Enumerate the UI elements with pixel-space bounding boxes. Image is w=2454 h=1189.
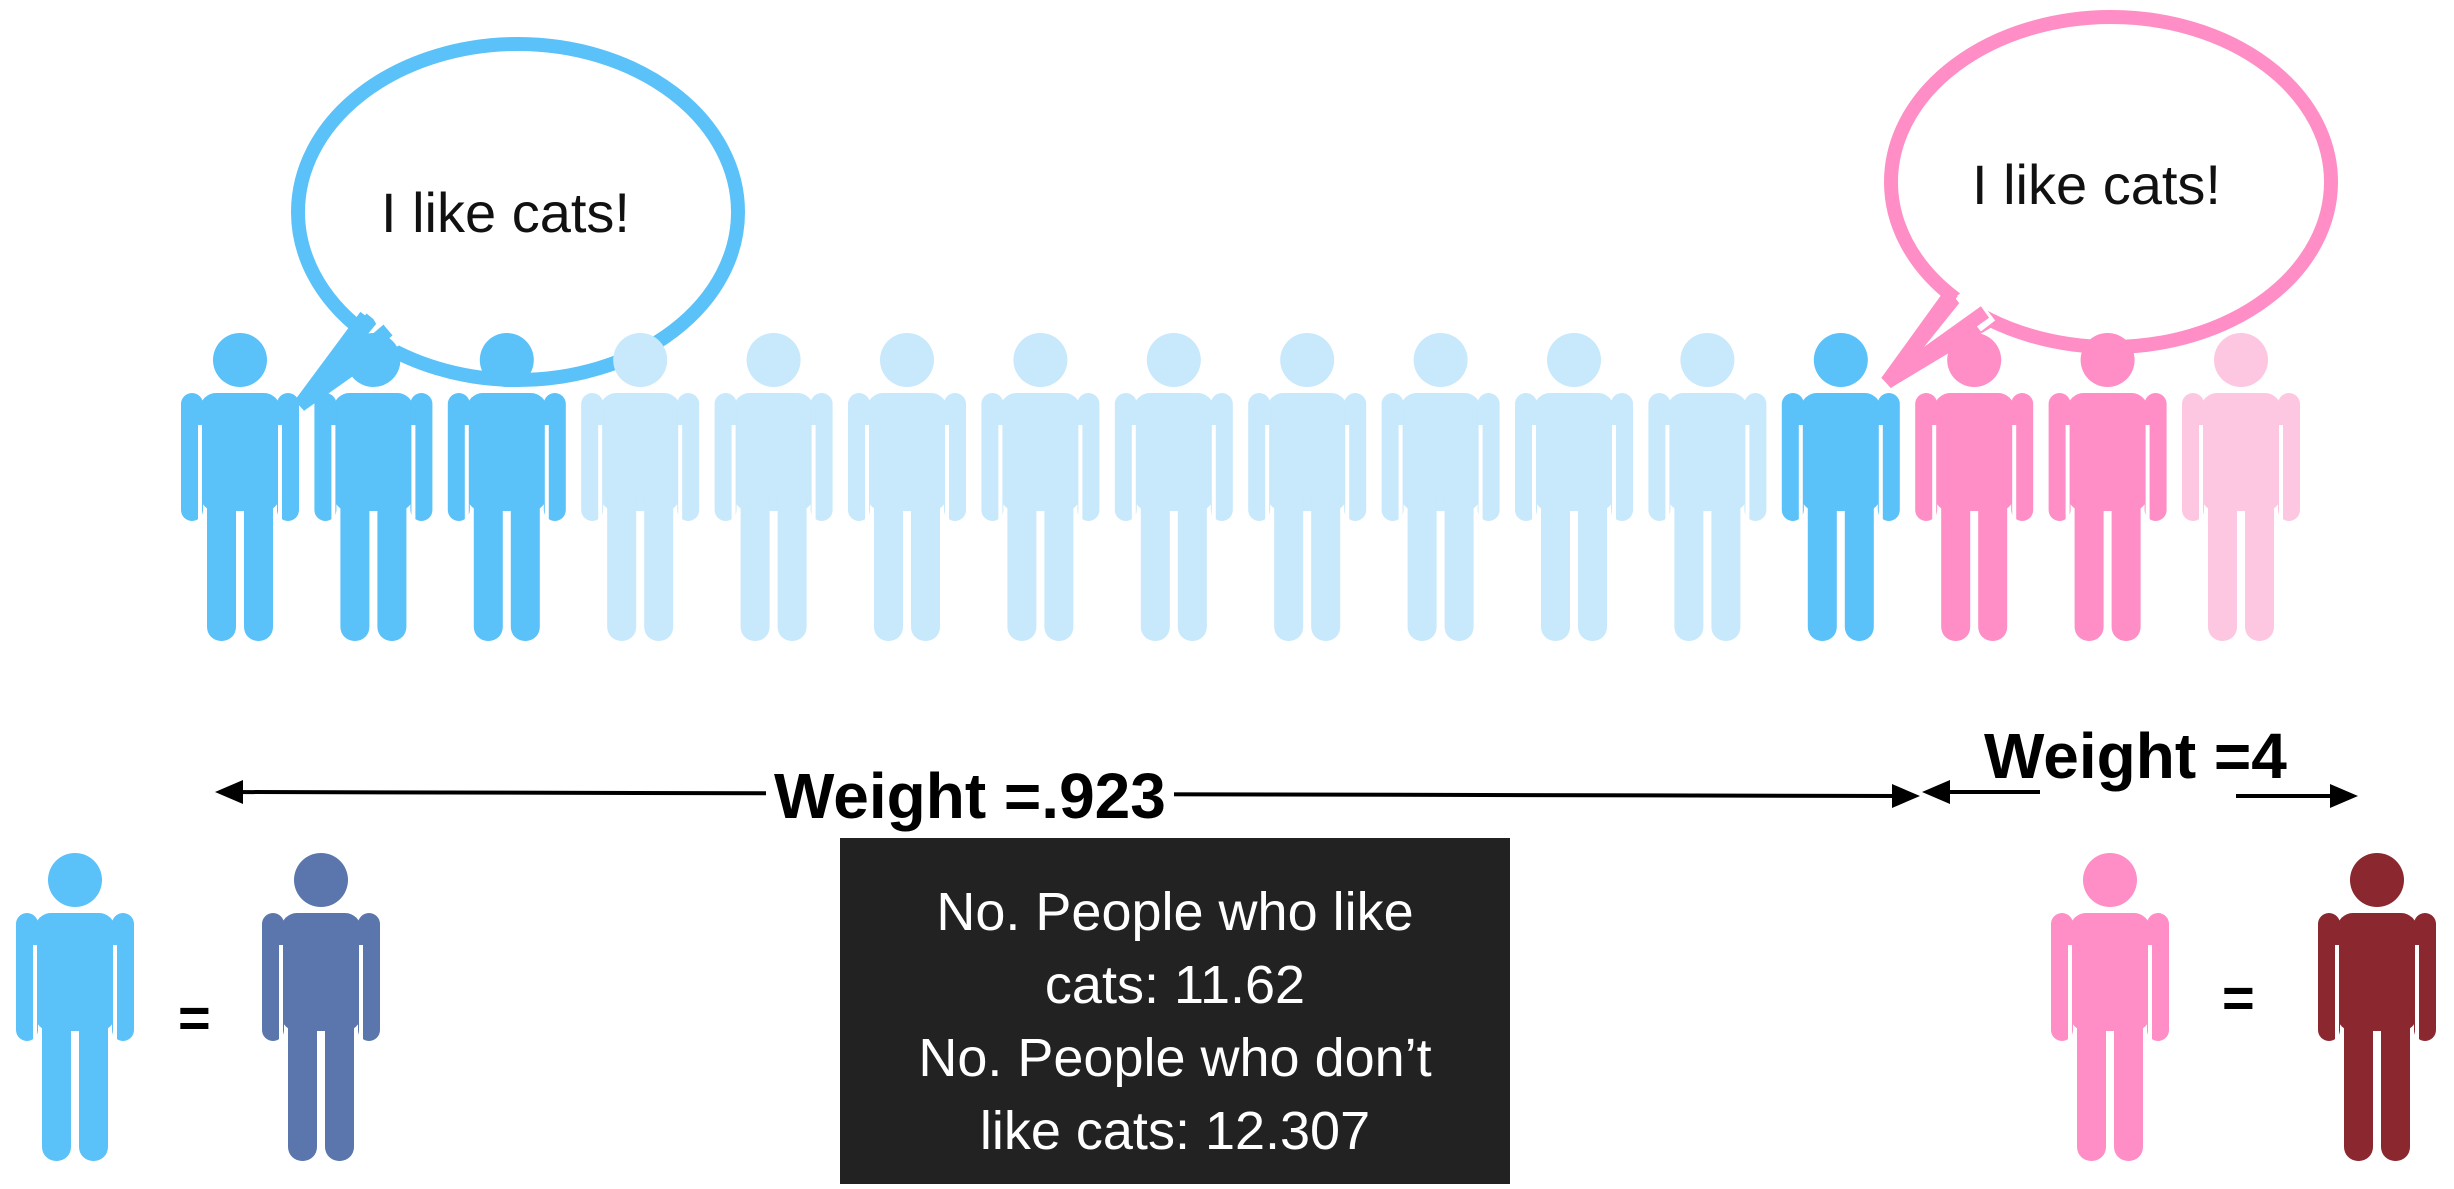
person-figure-9 bbox=[1248, 333, 1367, 641]
person-figure-1 bbox=[181, 333, 299, 641]
person-figure-5 bbox=[714, 333, 833, 641]
legend-left-equals: = bbox=[178, 986, 211, 1049]
person-figure-12 bbox=[1648, 333, 1767, 641]
legend-right-equals: = bbox=[2222, 966, 2255, 1029]
legend bbox=[16, 853, 2436, 1161]
result-box: No. People who like cats: 11.62 No. Peop… bbox=[840, 838, 1510, 1184]
person-figure-7 bbox=[981, 333, 1100, 641]
bubble-right-text: I like cats! bbox=[1972, 153, 2221, 216]
bubble-tails-overlay bbox=[294, 287, 1990, 411]
person-figure-4 bbox=[581, 333, 700, 641]
weight-right-label: Weight =4 bbox=[1976, 724, 2295, 788]
person-figure-15 bbox=[2048, 333, 2167, 641]
legend-person-maroon bbox=[2318, 853, 2436, 1161]
person-figure-16 bbox=[2182, 333, 2300, 641]
result-line-3: No. People who don’t bbox=[918, 1028, 1432, 1088]
legend-person-navy bbox=[262, 853, 380, 1161]
legend-person-pink bbox=[2051, 853, 2169, 1161]
result-line-1: No. People who like bbox=[936, 882, 1414, 942]
person-figure-10 bbox=[1381, 333, 1500, 641]
legend-person-blue bbox=[16, 853, 134, 1161]
bubble-left-text: I like cats! bbox=[381, 181, 630, 244]
person-figure-8 bbox=[1114, 333, 1233, 641]
person-figure-6 bbox=[848, 333, 966, 641]
person-figure-11 bbox=[1515, 333, 1633, 641]
crowd bbox=[181, 333, 2300, 641]
weight-left-label: Weight =.923 bbox=[766, 764, 1174, 828]
result-line-4: like cats: 12.307 bbox=[979, 1101, 1371, 1161]
person-figure-3 bbox=[447, 333, 566, 641]
person-figure-13 bbox=[1781, 333, 1900, 641]
person-figure-14 bbox=[1915, 333, 2034, 641]
result-line-2: cats: 11.62 bbox=[1044, 955, 1306, 1015]
person-figure-2 bbox=[314, 333, 433, 641]
weight-arrow-right bbox=[1922, 780, 2358, 808]
